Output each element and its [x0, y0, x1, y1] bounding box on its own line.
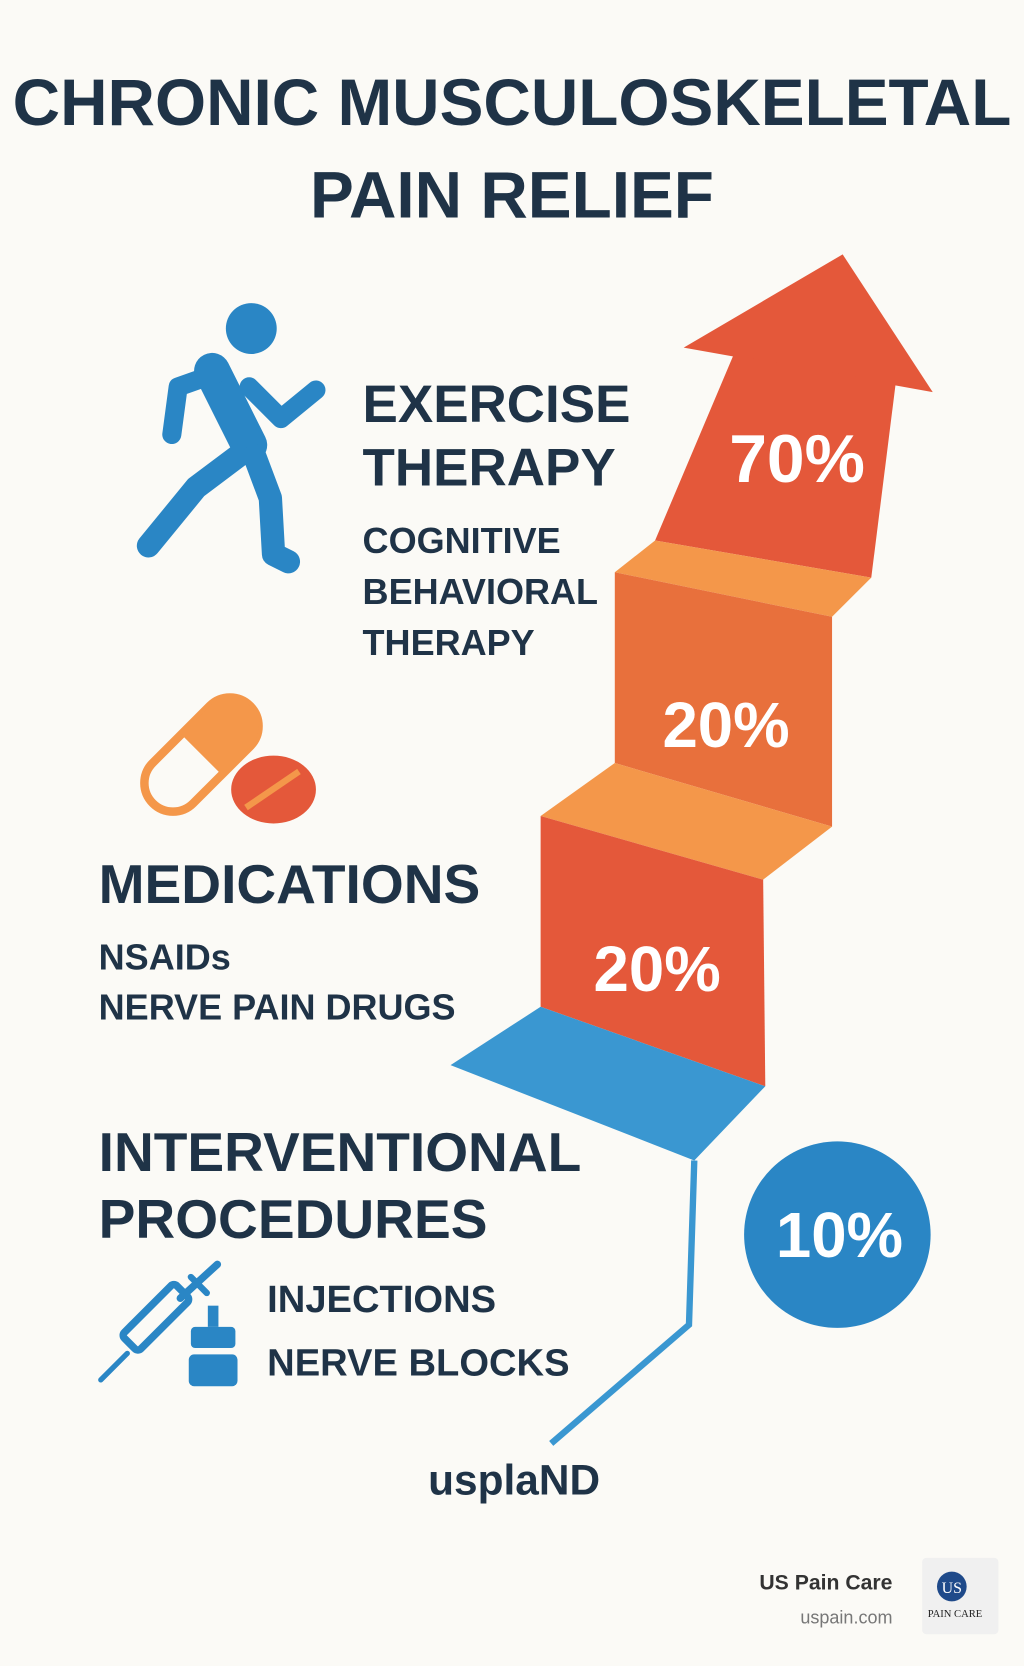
circle-badge [744, 1141, 931, 1328]
step-label: 20% [662, 690, 789, 761]
step-floor [450, 1006, 766, 1161]
step-label: 10% [776, 1200, 903, 1271]
title-line: PAIN RELIEF [310, 158, 714, 231]
syringe-icon [98, 1260, 222, 1383]
pill-icon [140, 693, 316, 824]
section-heading: THERAPY [363, 438, 616, 497]
section-heading: PROCEDURES [99, 1188, 488, 1250]
step-label: 70% [729, 422, 865, 497]
arrow-body [655, 355, 896, 578]
base-line [549, 1160, 698, 1446]
logo-initials: US [942, 1580, 962, 1597]
section-item: NERVE PAIN DRUGS [99, 987, 456, 1028]
section-item: BEHAVIORAL [363, 571, 598, 612]
section-heading: INTERVENTIONAL [99, 1121, 582, 1183]
section-item: NERVE BLOCKS [267, 1342, 569, 1385]
logo-mark [936, 1571, 967, 1602]
bottle-icon [188, 1305, 238, 1387]
step-face [614, 572, 833, 827]
step-top [540, 763, 833, 880]
title-line: CHRONIC MUSCULOSKELETAL [13, 66, 1012, 139]
runner-icon [136, 303, 326, 574]
brand: usplaND [428, 1456, 600, 1503]
footer-name: US Pain Care [759, 1572, 892, 1595]
step-top [614, 540, 872, 617]
section-item: THERAPY [363, 622, 535, 663]
section-heading: EXERCISE [363, 375, 631, 434]
section-item: NSAIDs [99, 937, 231, 978]
section-item: INJECTIONS [267, 1278, 496, 1321]
step-face [540, 816, 766, 1087]
logo-text: PAIN CARE [928, 1609, 983, 1620]
footer-url: uspain.com [800, 1608, 892, 1628]
section-item: COGNITIVE [363, 520, 561, 561]
section-heading: MEDICATIONS [99, 853, 481, 915]
staircase [450, 254, 933, 1446]
step-label: 20% [594, 934, 721, 1005]
